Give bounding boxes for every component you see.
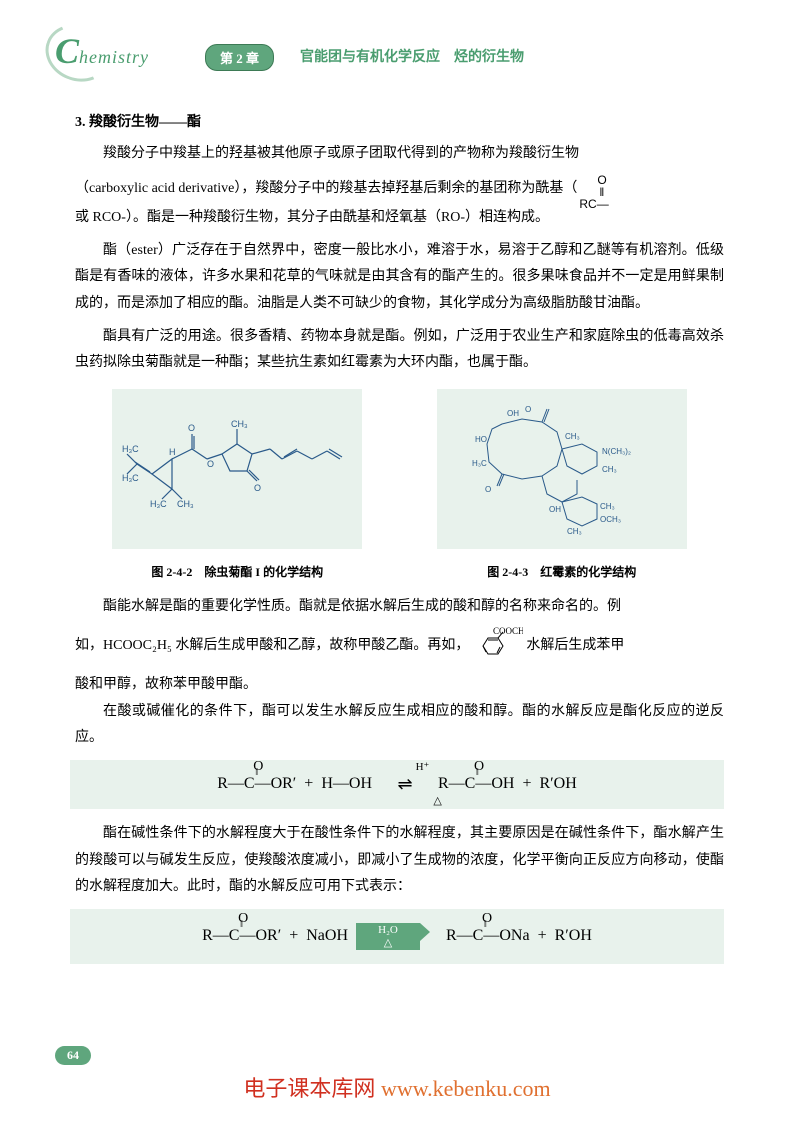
eq2-arrow-top: H₂O	[378, 924, 398, 936]
p4c: 水解后生成苯甲	[526, 638, 624, 653]
f2-ch3b: CH₃	[602, 465, 617, 474]
page-number: 64	[55, 1046, 91, 1065]
eq2-plus1: +	[289, 927, 298, 945]
caption-1: 图 2-4-2 除虫菊酯 I 的化学结构	[112, 561, 362, 584]
eq1-acid: O ‖ R—C—OH	[438, 775, 514, 793]
eq2-arrow: H₂O △	[356, 923, 420, 950]
paragraph-2: 酯（ester）广泛存在于自然界中，密度一般比水小，难溶于水，易溶于乙醇和乙醚等…	[75, 238, 724, 318]
eq2-plus2: +	[538, 927, 547, 945]
eq2-main2: R—C—ONa	[446, 927, 530, 944]
f1-ch3: CH₃	[177, 499, 194, 509]
f2-h3c: H₃C	[472, 459, 487, 468]
rc-main: RC—	[579, 193, 608, 216]
eq2-salt: O ‖ R—C—ONa	[446, 927, 530, 945]
main-content: 3. 羧酸衍生物——酯 羧酸分子中羧基上的羟基被其他原子或原子团取代得到的产物称…	[0, 100, 794, 752]
eq2-dbl1: ‖	[240, 922, 243, 928]
f1-h3c: H₃C	[122, 444, 139, 454]
paragraph-3: 酯具有广泛的用途。很多香精、药物本身就是酯。例如，广泛用于农业生产和家庭除虫的低…	[75, 324, 724, 377]
p1a: 羧酸分子中羧基上的羟基被其他原子或原子团取代得到的产物称为羧酸衍生物	[103, 146, 579, 161]
f1-ch3b: H₃C	[150, 499, 167, 509]
equation-1: O ‖ R—C—OR′ + H—OH H⁺ ⇌ △ O ‖ R—C—OH + R…	[70, 760, 724, 809]
f1-h: H	[169, 447, 176, 457]
benzene-label: COOCH₃	[493, 626, 523, 636]
f1-o2: O	[207, 459, 214, 469]
erythromycin-svg: HO OH O CH₃ N(CH₃)₂ CH₃ O H₃C OH CH₃ OCH…	[447, 394, 677, 544]
caption-2: 图 2-4-3 红霉素的化学结构	[437, 561, 687, 584]
eq2-arrow-bot: △	[384, 937, 392, 949]
f2-ch3c: CH₃	[600, 502, 615, 511]
p1b: （carboxylic acid derivative），羧酸分子中的羧基去掉羟…	[75, 181, 577, 196]
chapter-title: 官能团与有机化学反应 烃的衍生物	[300, 46, 524, 66]
paragraph-4a: 酯能水解是酯的重要化学性质。酯就是依据水解后生成的酸和醇的名称来命名的。例	[75, 594, 724, 621]
eq2-ester: O ‖ R—C—OR′	[202, 927, 281, 945]
eq2-dbl2: ‖	[484, 922, 487, 928]
eq1-dbl2: ‖	[476, 770, 479, 776]
f1-o3: O	[254, 483, 261, 493]
p4b: 如，HCOOC₂H₅ 水解后生成甲酸和乙醇，故称甲酸乙酯。再如，	[75, 638, 469, 653]
paragraph-1: 羧酸分子中羧基上的羟基被其他原子或原子团取代得到的产物称为羧酸衍生物	[75, 141, 724, 168]
eq1-arrow-top: H⁺	[397, 760, 447, 773]
watermark-text-1: 电子课本库网	[243, 1076, 375, 1101]
eq1-arrow-bot: △	[413, 794, 463, 807]
eq1-arrow-sym: ⇌	[397, 774, 412, 794]
figures-row: H₃C H₃C CH₃ H₃C H O O CH₃ O	[75, 389, 724, 549]
eq1-water: H—OH	[321, 775, 372, 793]
paragraph-6: 酯在碱性条件下的水解程度大于在酸性条件下的水解程度，其主要原因是在碱性条件下，酯…	[75, 821, 724, 901]
f1-o1: O	[188, 423, 195, 433]
eq2-roh: R′OH	[555, 927, 592, 945]
equation-2: O ‖ R—C—OR′ + NaOH H₂O △ O ‖ R—C—ONa + R…	[70, 909, 724, 964]
f2-o2: O	[485, 485, 491, 494]
chapter-badge: 第 2 章	[205, 44, 274, 71]
pyrethrin-svg: H₃C H₃C CH₃ H₃C H O O CH₃ O	[122, 399, 352, 539]
f2-och3: OCH₃	[600, 515, 621, 524]
paragraph-5: 在酸或碱催化的条件下，酯可以发生水解反应生成相应的酸和醇。酯的水解反应是酯化反应…	[75, 699, 724, 752]
paragraph-4d: 酸和甲醇，故称苯甲酸甲酯。	[75, 672, 724, 699]
f2-ch3d: CH₃	[567, 527, 582, 536]
f2-o1: O	[525, 405, 531, 414]
page-header: Chemistry 第 2 章 官能团与有机化学反应 烃的衍生物	[0, 0, 794, 100]
section-title: 3. 羧酸衍生物——酯	[75, 110, 724, 137]
eq1-roh: R′OH	[539, 775, 576, 793]
watermark: 电子课本库网 www.kebenku.com	[0, 1071, 794, 1103]
eq1-plus2: +	[522, 775, 531, 793]
watermark-text-2: www.kebenku.com	[375, 1076, 550, 1101]
f2-oh1: OH	[507, 409, 519, 418]
benzene-structure: COOCH₃	[473, 626, 523, 666]
figure-erythromycin: HO OH O CH₃ N(CH₃)₂ CH₃ O H₃C OH CH₃ OCH…	[437, 389, 687, 549]
f1-h3c2: H₃C	[122, 473, 139, 483]
p1c: 或 RCO-）。酯是一种羧酸衍生物，其分子由酰基和烃氧基（RO-）相连构成。	[75, 210, 549, 225]
logo-letter-c: C	[55, 31, 79, 71]
f2-ho: HO	[475, 435, 487, 444]
paragraph-1b: （carboxylic acid derivative），羧酸分子中的羧基去掉羟…	[75, 173, 724, 232]
eq1-arrow: H⁺ ⇌ △	[380, 774, 430, 795]
eq1-plus1: +	[304, 775, 313, 793]
paragraph-4b: 如，HCOOC₂H₅ 水解后生成甲酸和乙醇，故称甲酸乙酯。再如， COOCH₃ …	[75, 626, 724, 666]
f1-ch3c: CH₃	[231, 419, 248, 429]
chemistry-logo: Chemistry	[55, 30, 149, 72]
logo-text: hemistry	[79, 47, 149, 67]
figure-pyrethrin: H₃C H₃C CH₃ H₃C H O O CH₃ O	[112, 389, 362, 549]
content-2: 酯在碱性条件下的水解程度大于在酸性条件下的水解程度，其主要原因是在碱性条件下，酯…	[0, 821, 794, 901]
acyl-structure: O ‖ RC—	[577, 173, 615, 205]
eq1-dbl1: ‖	[255, 770, 258, 776]
eq2-naoh: NaOH	[306, 927, 348, 945]
f2-nch3: N(CH₃)₂	[602, 447, 631, 456]
f2-ch3a: CH₃	[565, 432, 580, 441]
f2-oh2: OH	[549, 505, 561, 514]
figure-captions: 图 2-4-2 除虫菊酯 I 的化学结构 图 2-4-3 红霉素的化学结构	[75, 555, 724, 594]
eq1-ester: O ‖ R—C—OR′	[217, 775, 296, 793]
